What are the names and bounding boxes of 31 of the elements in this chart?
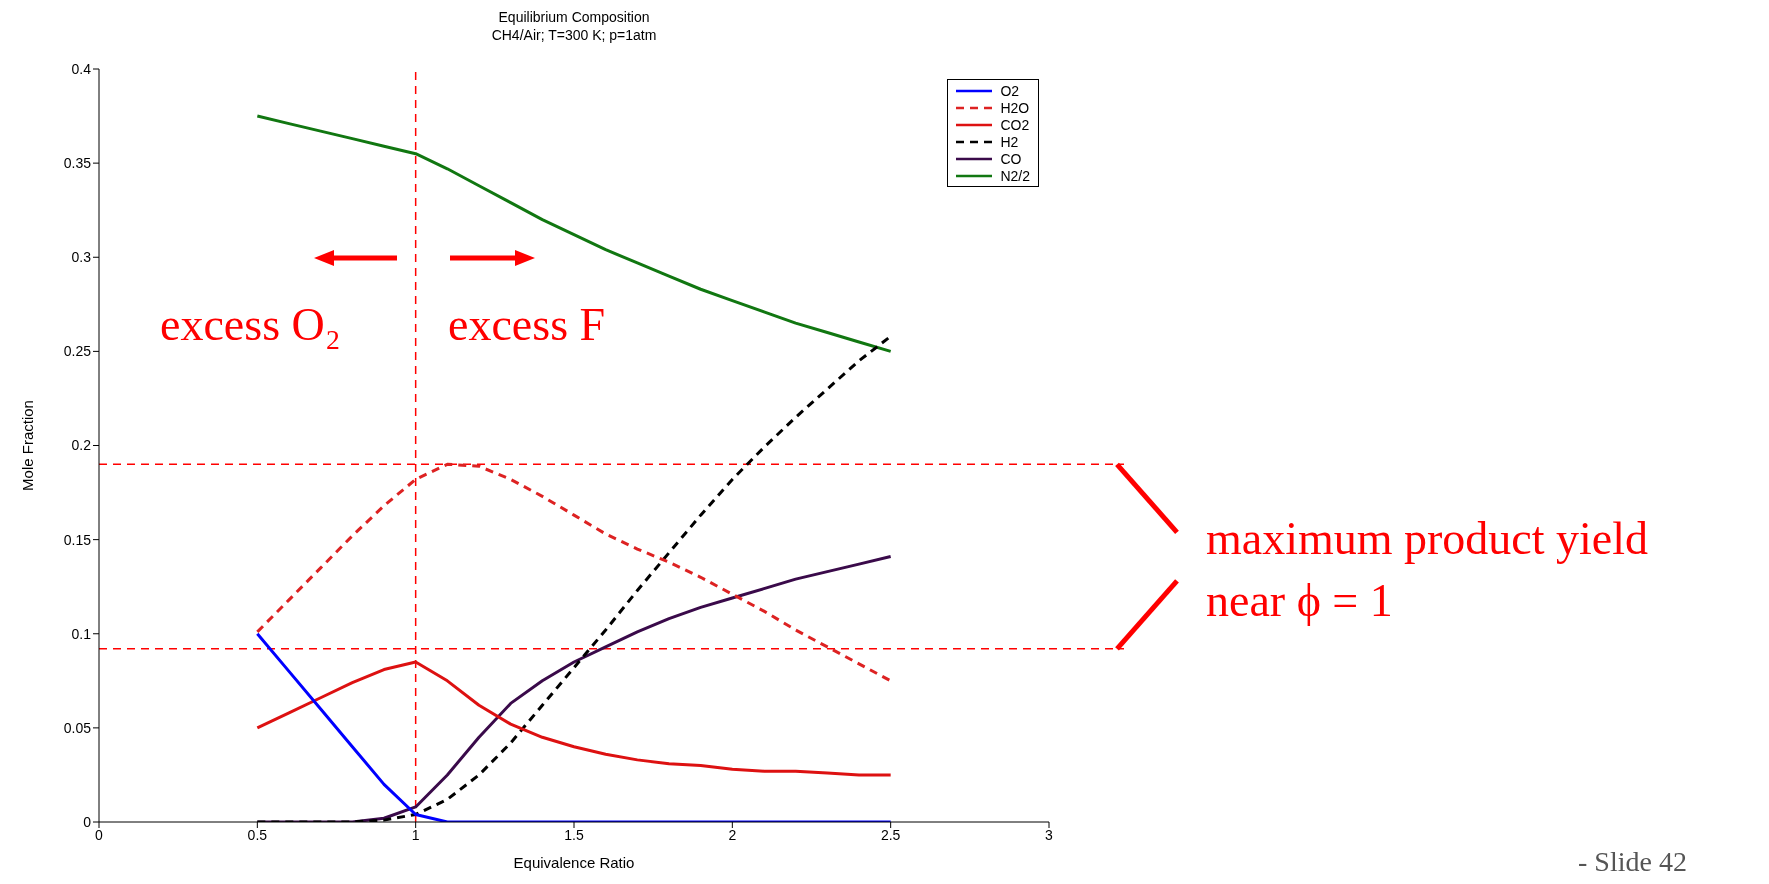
text: near ϕ = 1 — [1206, 574, 1394, 628]
x-tick-label: 1.5 — [564, 826, 584, 843]
x-tick-label: 0.5 — [247, 826, 268, 843]
x-tick-label: 2 — [728, 826, 737, 843]
y-tick-label: 0.3 — [71, 249, 92, 266]
y-tick-label: 0.15 — [63, 531, 92, 548]
x-tick-label: 1 — [411, 826, 420, 843]
legend-label: CO — [1000, 150, 1022, 167]
chart-title: Equilibrium Composition — [497, 8, 651, 26]
y-tick-label: 0.35 — [63, 155, 92, 172]
y-tick-label: 0.4 — [71, 60, 92, 77]
annotation: excess O₂ — [160, 298, 341, 351]
y-tick-label: 0.2 — [71, 437, 92, 454]
legend-label: O2 — [1000, 82, 1020, 99]
text: maximum product yield — [1206, 512, 1649, 566]
legend-label: CO2 — [1000, 116, 1030, 133]
x-tick-label: 3 — [1045, 826, 1054, 843]
text: - Slide 42 — [1578, 846, 1687, 878]
legend-label: H2O — [1000, 99, 1030, 116]
x-axis-title: Equivalence Ratio — [513, 854, 635, 871]
chart-subtitle: CH4/Air; T=300 K; p=1atm — [490, 26, 658, 44]
legend-label: H2 — [1000, 133, 1019, 150]
y-tick-label: 0.25 — [63, 343, 92, 360]
legend-label: N2/2 — [1000, 167, 1030, 184]
x-tick-label: 0 — [95, 826, 104, 843]
y-axis-title: Mole Fraction — [19, 400, 37, 491]
y-tick-label: 0.1 — [71, 625, 92, 642]
annotation: excess F — [448, 298, 606, 351]
y-tick-label: 0.05 — [63, 719, 92, 736]
y-tick-label: 0 — [83, 813, 92, 830]
x-tick-label: 2.5 — [880, 826, 901, 843]
